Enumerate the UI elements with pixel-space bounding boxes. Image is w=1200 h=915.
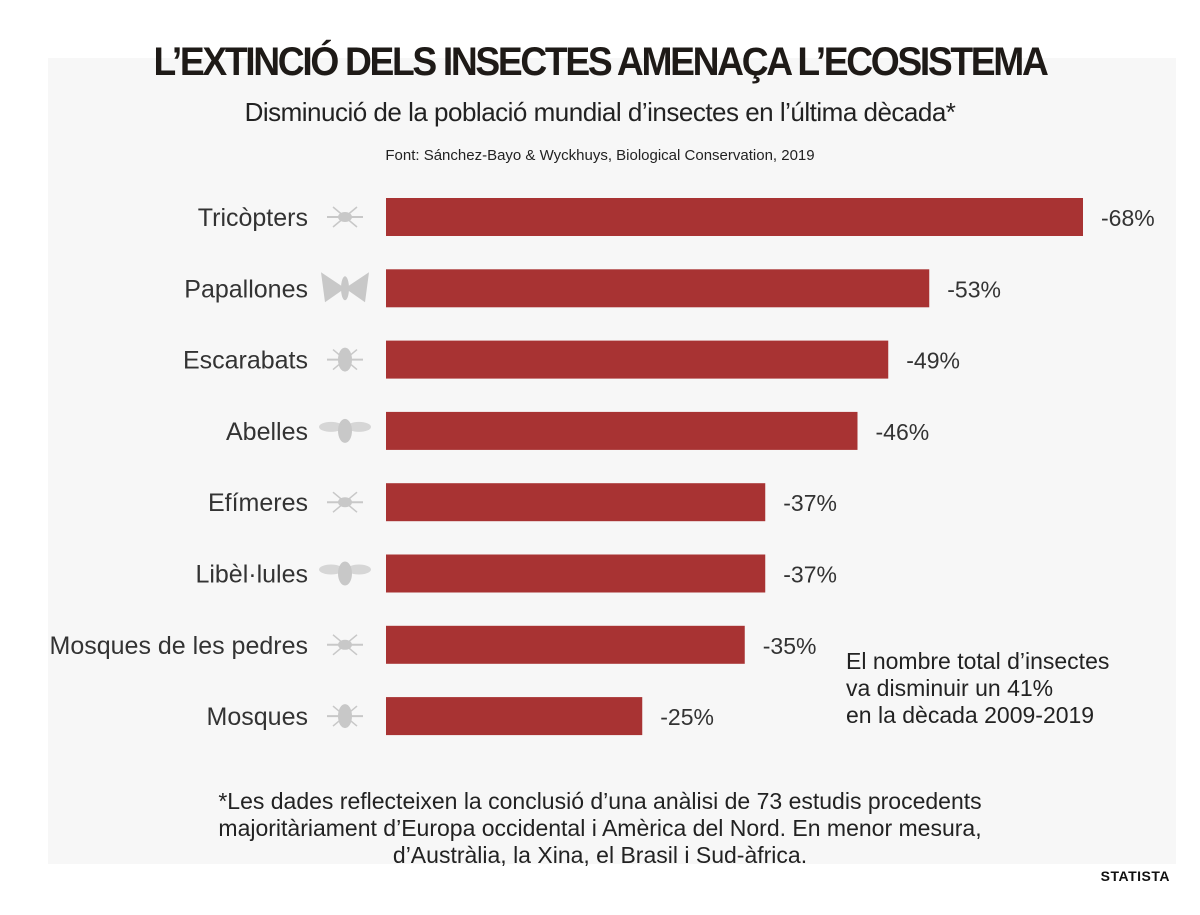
- bar: [386, 625, 745, 664]
- category-label: Efímeres: [208, 489, 308, 517]
- dragonfly-icon: [319, 561, 371, 586]
- category-label: Escarabats: [183, 347, 308, 375]
- note-line: El nombre total d’insectes: [846, 648, 1110, 674]
- bar: [386, 554, 766, 593]
- value-label: -68%: [1101, 205, 1155, 231]
- caddisfly-icon: [327, 206, 363, 228]
- value-label: -25%: [660, 704, 714, 730]
- bar-chart: Tricòpters -68% Papallones -53% Escarabats -4…: [50, 198, 1155, 736]
- category-label: Abelles: [226, 418, 308, 446]
- butterfly-icon: [321, 272, 369, 303]
- value-label: -37%: [783, 490, 837, 516]
- chart-title: L’EXTINCIÓ DELS INSECTES AMENAÇA L’ECOSI…: [153, 40, 1048, 84]
- fly-icon: [327, 704, 363, 729]
- note-line: en la dècada 2009-2019: [846, 702, 1095, 728]
- category-label: Libèl·lules: [195, 561, 308, 589]
- value-label: -37%: [783, 562, 837, 588]
- stonefly-icon: [327, 634, 363, 656]
- bar: [386, 697, 643, 736]
- value-label: -46%: [876, 419, 930, 445]
- source-line: Font: Sánchez-Bayo & Wyckhuys, Biologica…: [385, 147, 815, 164]
- note-line: va disminuir un 41%: [846, 675, 1054, 701]
- value-label: -35%: [763, 633, 817, 659]
- value-label: -53%: [947, 276, 1001, 302]
- bar: [386, 340, 889, 379]
- bar: [386, 198, 1083, 236]
- chart-subtitle: Disminució de la població mundial d’inse…: [244, 97, 956, 127]
- category-label: Mosques: [207, 703, 308, 731]
- total-note: El nombre total d’insectes va disminuir …: [846, 648, 1109, 729]
- footnote: *Les dades reflecteixen la conclusió d’u…: [0, 788, 1200, 869]
- footnote-line: majoritàriament d’Europa occidental i Am…: [218, 815, 982, 841]
- category-label: Mosques de les pedres: [50, 632, 308, 660]
- brand-logo: STATISTA: [1100, 868, 1170, 884]
- bar: [386, 411, 858, 450]
- bee-icon: [319, 418, 371, 443]
- category-label: Papallones: [184, 275, 308, 303]
- footnote-line: *Les dades reflecteixen la conclusió d’u…: [218, 788, 982, 814]
- beetle-icon: [327, 347, 363, 372]
- value-label: -49%: [906, 348, 960, 374]
- category-label: Tricòpters: [198, 204, 308, 232]
- bar: [386, 483, 766, 522]
- bar: [386, 269, 930, 308]
- footnote-line: d’Austràlia, la Xina, el Brasil i Sud-àf…: [392, 842, 808, 868]
- mayfly-icon: [327, 491, 363, 513]
